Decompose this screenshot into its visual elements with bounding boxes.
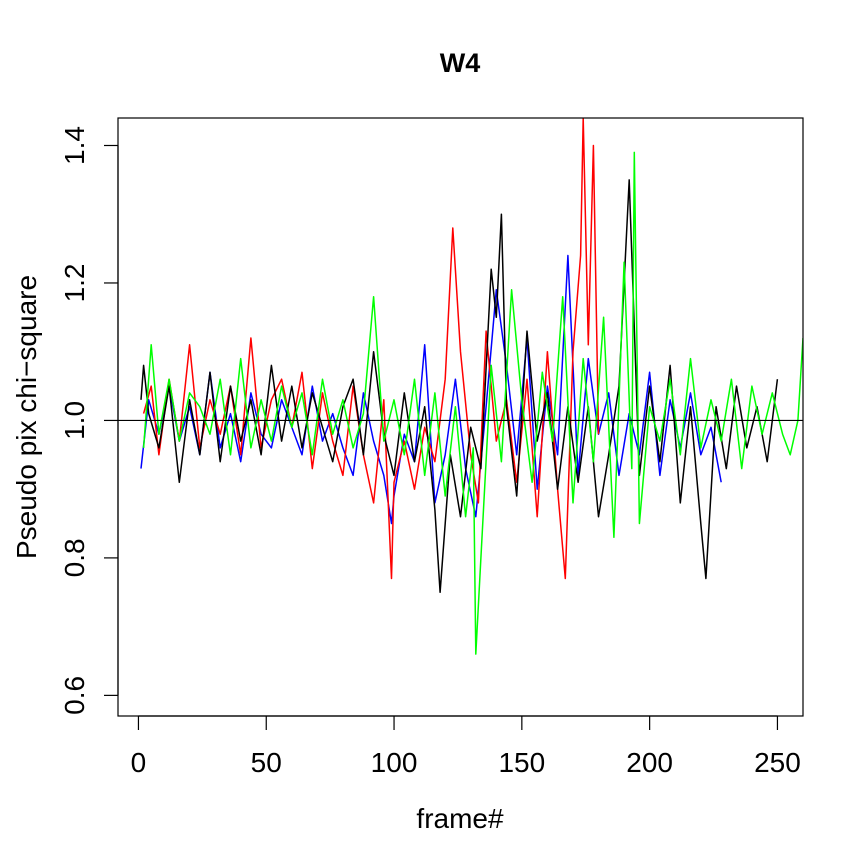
y-tick-label: 0.6 xyxy=(59,676,90,715)
x-tick-label: 100 xyxy=(371,747,418,778)
series-layer xyxy=(140,118,803,655)
series-line-1 xyxy=(140,254,722,525)
series-line-3 xyxy=(140,179,779,594)
y-tick-label: 1.0 xyxy=(59,401,90,440)
y-tick-label: 1.2 xyxy=(59,263,90,302)
x-tick-label: 150 xyxy=(498,747,545,778)
x-axis-label: frame# xyxy=(416,803,504,834)
x-axis: 0 50 100 150 200 250 xyxy=(131,715,801,778)
y-axis: 0.6 0.8 1.0 1.2 1.4 xyxy=(59,126,119,715)
y-tick-label: 0.8 xyxy=(59,538,90,577)
x-tick-label: 250 xyxy=(754,747,801,778)
chart-title: W4 xyxy=(440,48,481,78)
series-line-4 xyxy=(142,151,803,655)
y-axis-label: Pseudo pix chi−square xyxy=(11,275,42,559)
x-tick-label: 200 xyxy=(626,747,673,778)
x-tick-label: 50 xyxy=(251,747,282,778)
x-tick-label: 0 xyxy=(131,747,147,778)
y-tick-label: 1.4 xyxy=(59,126,90,165)
